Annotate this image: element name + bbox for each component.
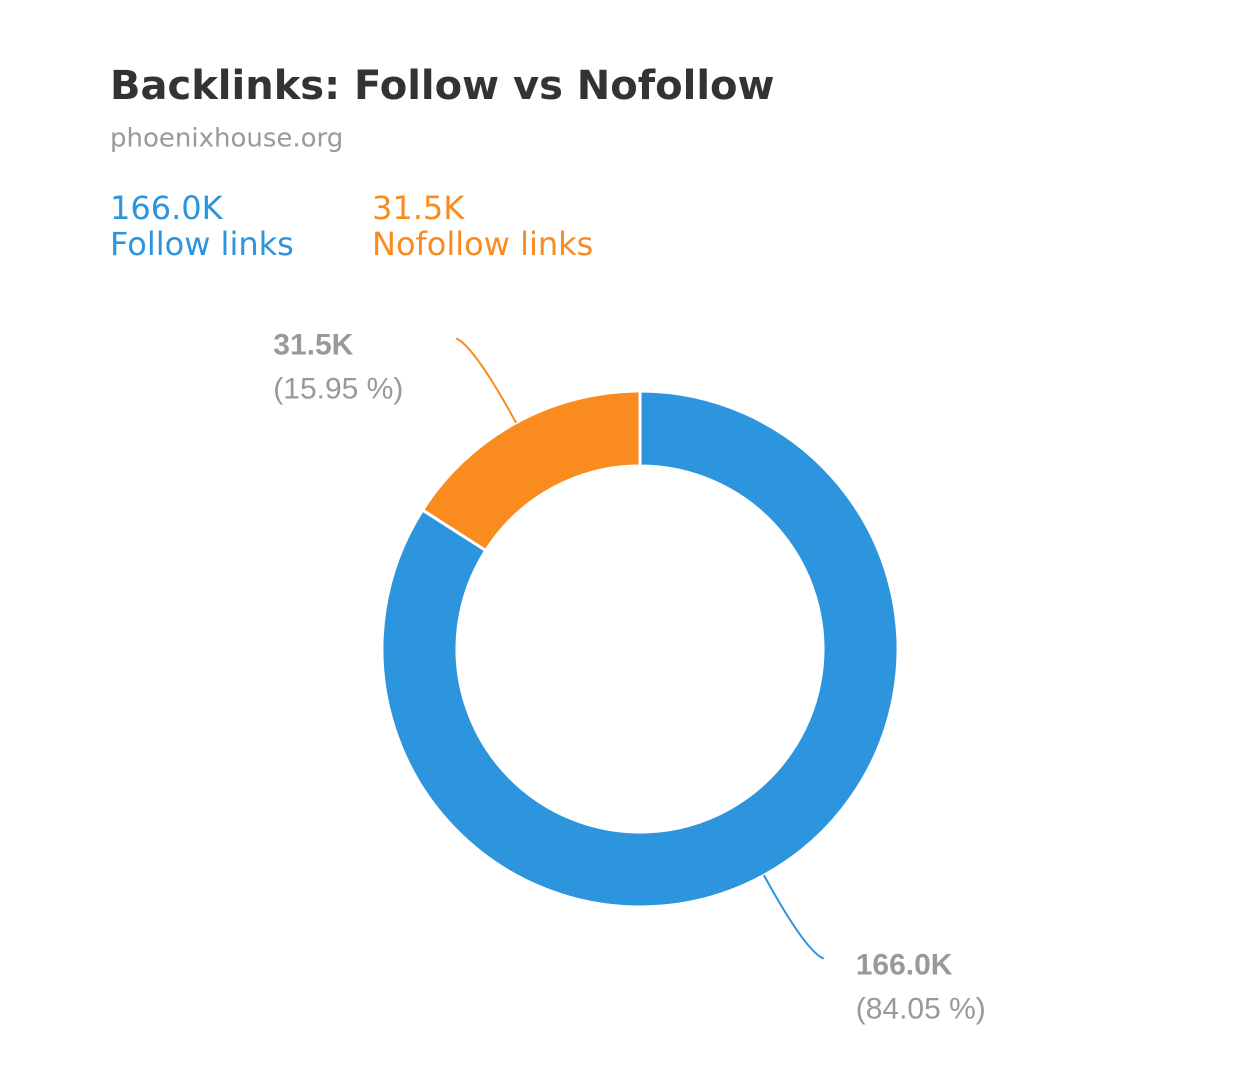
data-label: 166.0K — [856, 949, 953, 982]
leader-line — [763, 874, 825, 960]
legend-value: 31.5K — [372, 189, 465, 227]
chart-title: Backlinks: Follow vs Nofollow — [110, 63, 775, 109]
legend-value: 166.0K — [110, 189, 224, 227]
data-label: 31.5K — [273, 328, 353, 361]
legend-label: Nofollow links — [372, 225, 593, 263]
percent-label: (15.95 %) — [273, 372, 403, 405]
legend-label: Follow links — [110, 225, 294, 263]
percent-label: (84.05 %) — [856, 993, 986, 1026]
leader-line — [455, 337, 517, 424]
chart-subtitle: phoenixhouse.org — [110, 124, 343, 154]
donut-segment — [380, 389, 900, 909]
donut-segment — [420, 389, 642, 553]
